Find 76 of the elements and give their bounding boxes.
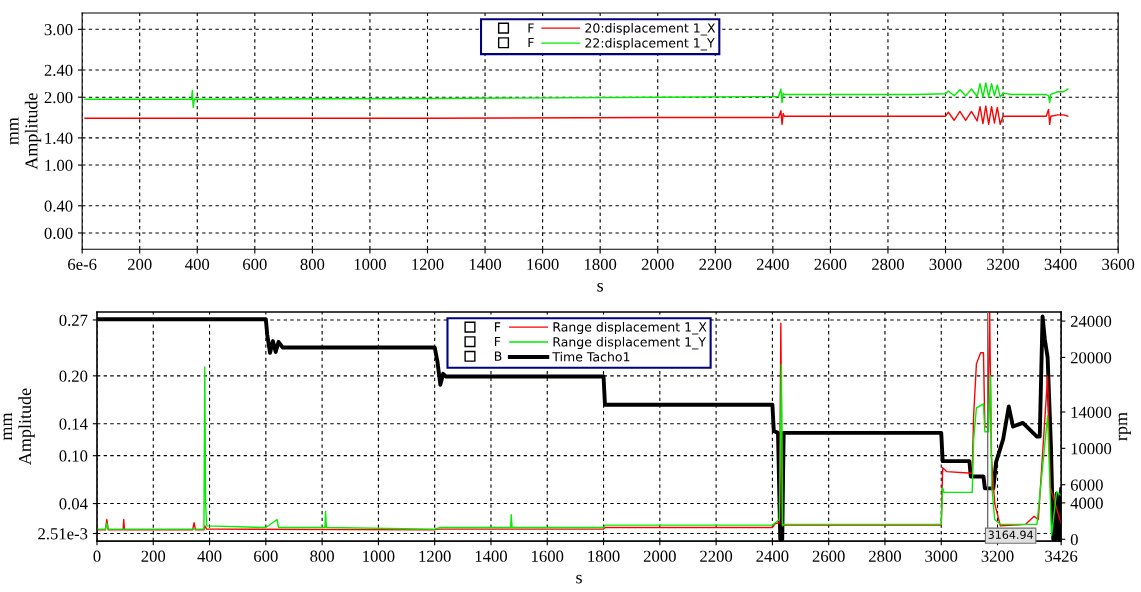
annotation: F [528, 23, 534, 33]
x-axis-title: s [576, 574, 582, 584]
x-tick-label: 2400 [756, 550, 789, 562]
line-series [96, 363, 1062, 537]
y2-tick-label: 6000 [1070, 479, 1103, 491]
x-tick-label: 1800 [588, 550, 620, 562]
y-tick-label: 0.10 [59, 450, 88, 462]
x-tick-label: 2000 [641, 258, 674, 270]
x-tick-label: 800 [300, 258, 325, 270]
x-tick-label: 200 [127, 258, 152, 270]
y-tick-label: 3.00 [44, 24, 73, 36]
x-tick-label: 600 [243, 258, 267, 270]
y-tick-label: 0.00 [44, 227, 73, 239]
x-tick-label: 2200 [699, 258, 732, 270]
y2-tick-label: 4000 [1070, 497, 1103, 509]
annotation: B [494, 351, 502, 361]
y-axis-title: mm Amplitude [9, 93, 42, 170]
line-series [84, 82, 1069, 109]
x-tick-label: 2800 [869, 550, 901, 562]
y-tick-label: 0.04 [59, 498, 88, 510]
y2-tick-label: 14000 [1071, 406, 1112, 418]
x-tick-label: 1000 [354, 258, 386, 270]
x-tick-label: 2400 [756, 258, 789, 270]
ref-line-label: 3164.94 [988, 530, 1033, 539]
x-tick-label: 1400 [469, 258, 502, 270]
x-tick-label: 600 [254, 550, 278, 562]
x-tick-label: 1200 [419, 550, 451, 562]
x-tick-label: 2600 [812, 550, 845, 562]
x-tick-label: 0 [93, 550, 101, 562]
y-tick-label: 0.27 [59, 314, 88, 326]
annotation: F [494, 336, 501, 347]
x-tick-label: 1400 [475, 550, 507, 562]
x-tick-label: 3000 [929, 258, 962, 270]
x-tick-label: 3426 [1045, 550, 1078, 562]
x-tick-label: 1200 [412, 258, 444, 270]
x-tick-label: 400 [185, 258, 210, 270]
y2-axis-title: rpm [1118, 412, 1131, 441]
legend-label: Range displacement 1_X [553, 321, 707, 335]
y-tick-label: 1.40 [45, 132, 73, 144]
y-tick-label: 2.51e-3 [38, 528, 88, 540]
y2-tick-label: 20000 [1070, 352, 1112, 364]
x-tick-label: 3200 [987, 258, 1020, 270]
x-axis-title: s [597, 282, 604, 292]
x-tick-label: 1600 [532, 550, 564, 562]
x-tick-label: 2800 [872, 258, 904, 270]
y-tick-label: 0.40 [44, 200, 73, 212]
x-tick-label: 3600 [1102, 258, 1135, 270]
legend-label: 22:displacement 1_Y [585, 37, 715, 51]
x-tick-label: 3200 [981, 550, 1014, 562]
legend-label: 20:displacement 1_X [585, 23, 716, 36]
line-series [84, 105, 1069, 126]
annotation: F [528, 38, 534, 48]
x-tick-label: 2600 [814, 258, 847, 270]
x-tick-label: 1600 [527, 258, 559, 270]
legend-label: Time Tacho1 [552, 351, 630, 362]
y-tick-label: 0.14 [59, 418, 88, 430]
y2-tick-label: 0 [1070, 533, 1078, 546]
y2-tick-label: 24000 [1070, 315, 1112, 328]
legend-label: Range displacement 1_Y [553, 336, 706, 350]
y-axis-title: mm Amplitude [3, 388, 35, 465]
x-tick-label: 400 [197, 550, 222, 562]
x-tick-label: 3400 [1044, 258, 1077, 270]
annotation: F [494, 322, 501, 332]
y-tick-label: 0.20 [59, 370, 88, 382]
x-tick-label: 800 [310, 550, 334, 562]
x-tick-label: 2000 [643, 550, 676, 562]
x-tick-label: 2200 [700, 550, 733, 562]
x-tick-label: 3000 [925, 550, 958, 562]
y-tick-label: 2.40 [44, 64, 73, 77]
y-tick-label: 1.00 [45, 159, 73, 172]
x-tick-label: 1000 [363, 550, 395, 562]
x-tick-label: 6e-6 [68, 258, 97, 270]
x-tick-label: 1800 [584, 258, 617, 270]
y2-tick-label: 10000 [1071, 443, 1112, 455]
x-tick-label: 200 [141, 550, 166, 562]
y-tick-label: 2.00 [44, 91, 73, 104]
